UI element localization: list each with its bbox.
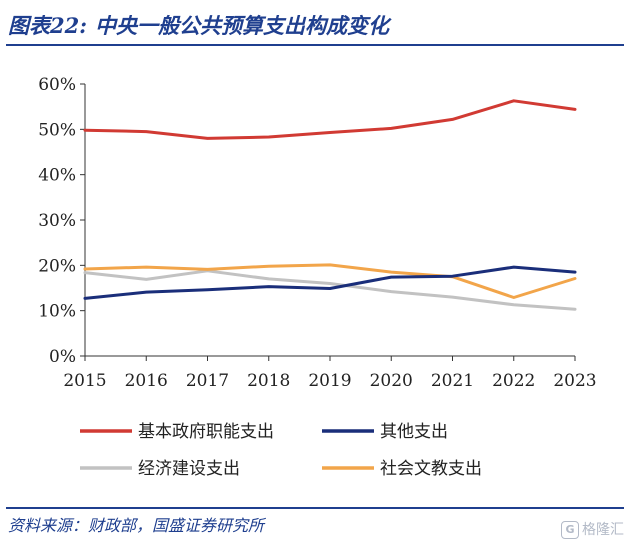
y-tick-label: 50%: [38, 120, 76, 140]
y-tick-label: 20%: [38, 256, 76, 276]
watermark: G 格隆汇: [561, 517, 624, 543]
legend-label: 社会文教支出: [380, 459, 482, 479]
series-line: [83, 99, 577, 140]
legend-label: 其他支出: [380, 422, 448, 442]
x-tick-label: 2021: [431, 371, 474, 391]
series-line: [83, 263, 577, 299]
source-note: 资料来源：财政部，国盛证券研究所: [8, 516, 265, 535]
y-tick-label: 0%: [49, 347, 76, 367]
x-tick-label: 2023: [553, 371, 596, 391]
legend-label: 经济建设支出: [138, 459, 240, 479]
figure-title-text: 中央一般公共预算支出构成变化: [94, 13, 389, 38]
bottom-rule: [6, 507, 624, 509]
y-tick-label: 40%: [38, 166, 76, 186]
x-tick-label: 2022: [492, 371, 535, 391]
y-tick-label: 30%: [38, 211, 76, 231]
y-tick-label: 60%: [38, 75, 76, 95]
line-chart: 0% 10% 20% 30% 40% 50% 60% 2015 2016 2017 2018 2019…: [38, 75, 596, 479]
top-rule: [6, 44, 624, 46]
x-tick-label: 2020: [370, 371, 413, 391]
x-tick-label: 2019: [308, 371, 351, 391]
x-tick-label: 2017: [186, 371, 229, 391]
series-line: [83, 269, 577, 311]
y-tick-label: 10%: [38, 302, 76, 322]
figure-title: 图表22: 中央一般公共预算支出构成变化: [8, 10, 622, 42]
watermark-text: 格隆汇: [582, 522, 624, 538]
x-tick-label: 2018: [247, 371, 290, 391]
x-tick-label: 2015: [63, 371, 106, 391]
x-tick-label: 2016: [125, 371, 168, 391]
legend-label: 基本政府职能支出: [138, 422, 274, 442]
figure-label: 图表22:: [8, 13, 87, 38]
watermark-logo-icon: G: [561, 521, 579, 539]
series-line: [83, 265, 577, 300]
